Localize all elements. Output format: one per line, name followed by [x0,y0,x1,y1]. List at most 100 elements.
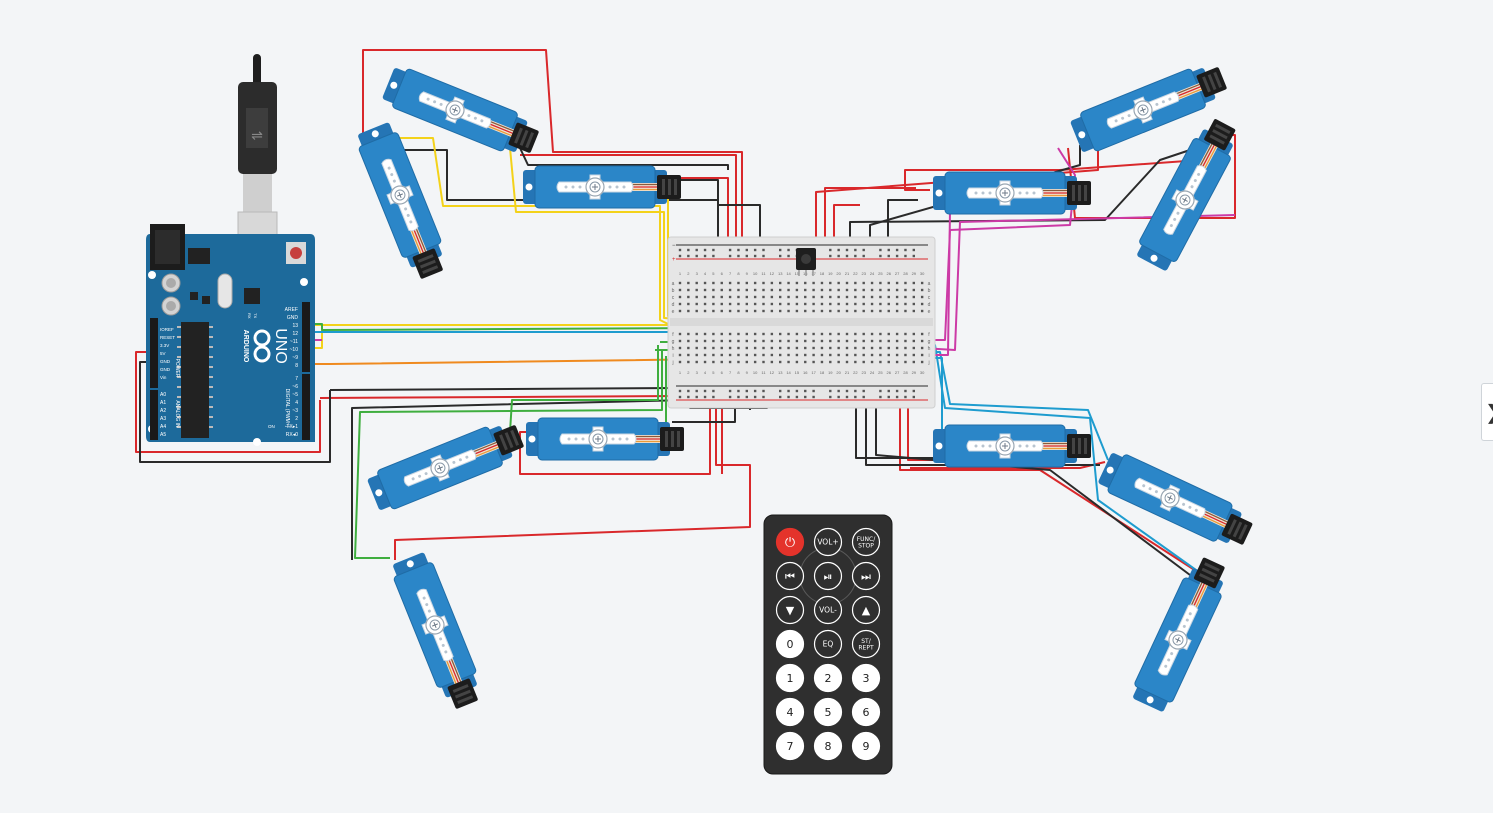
breadboard-hole [845,353,849,357]
wire-red[interactable] [899,396,1211,581]
wire-red[interactable] [824,187,916,245]
servo-motor[interactable] [933,424,1091,468]
servo-motor[interactable] [1096,449,1257,554]
wire-green[interactable] [354,350,663,559]
servo-motor[interactable] [523,165,681,209]
breadboard-column-label: 6 [721,271,724,276]
wire-black[interactable] [380,149,719,245]
prev-button[interactable]: ⏮ [775,561,805,591]
breadboard-hole [804,302,807,306]
servo-motor[interactable] [380,64,542,162]
arduino-uno[interactable]: ⇌ [146,54,315,446]
wire-black[interactable] [887,199,918,245]
breadboard-hole [762,281,765,285]
breadboard-hole [829,332,832,336]
wire-red[interactable] [662,177,729,245]
breadboard-hole [845,302,849,306]
breadboard-hole [703,281,707,285]
servo-motor[interactable] [933,171,1091,215]
digit-7-button[interactable]: 7 [775,731,805,761]
breadboard-hole [912,395,915,399]
wire-black[interactable] [139,361,331,463]
wire-red[interactable] [319,395,681,399]
breadboard-hole [737,353,740,357]
servo-motor[interactable] [389,550,487,712]
wire-red[interactable] [520,154,737,245]
rail-plus-top: + [672,257,676,263]
digit-6-button-label: 6 [863,706,870,719]
vol-up-button[interactable]: VOL+ [813,527,843,557]
wire-red[interactable] [833,204,860,245]
breadboard-hole [728,248,732,252]
servo-motor[interactable] [1068,58,1230,156]
breadboard-hole [703,353,707,357]
side-panel-toggle[interactable]: ❯ [1481,383,1493,441]
wire-black[interactable] [329,387,681,391]
wire-black[interactable] [351,399,691,560]
up-button[interactable]: ▲ [851,595,881,625]
breadboard-hole [879,353,882,357]
breadboard-column-label: 24 [870,370,875,375]
digit-2-button[interactable]: 2 [813,663,843,693]
breadboard-hole [687,295,690,299]
wire-red[interactable] [394,396,751,560]
wire-black[interactable] [670,179,761,245]
servo-motor[interactable] [354,120,452,282]
breadboard-row-label: d [672,302,675,308]
breadboard[interactable]: − + 112233445566778899101011111212131314… [667,236,936,409]
breadboard-hole [728,309,732,313]
digit-4-button[interactable]: 4 [775,697,805,727]
digit-9-button-label: 9 [863,740,870,753]
breadboard-hole [720,346,723,350]
down-button[interactable]: ▼ [775,595,805,625]
ir-remote[interactable]: ⏻ VOL+ FUNC/STOP ⏮ ⏯ ⏭ ▼ VOL- ▲ 0 EQ ST/REPT 1 2 3 4 5 6 7… [763,514,893,775]
digital-pin-label: ~9 [292,355,298,361]
vol-down-button[interactable]: VOL- [813,595,843,625]
power-pin-label: RESET [160,335,175,340]
breadboard-hole [845,332,849,336]
breadboard-hole [862,248,865,252]
breadboard-hole [745,346,748,350]
ir-receiver[interactable] [796,248,816,276]
servo-motor[interactable] [1133,114,1244,273]
servo-motor[interactable] [1129,553,1234,714]
breadboard-hole [762,339,765,343]
wire-red[interactable] [135,351,321,453]
wire-magenta[interactable] [905,147,1076,341]
func-stop-button[interactable]: FUNC/STOP [851,527,881,557]
breadboard-hole [787,346,790,350]
breadboard-hole [862,395,865,399]
digit-8-button[interactable]: 8 [813,731,843,761]
breadboard-hole [920,295,924,299]
breadboard-hole [703,288,707,292]
wire-black[interactable] [519,147,729,170]
servo-motor[interactable] [365,416,527,514]
power-button[interactable]: ⏻ [775,527,805,557]
digit-9-button[interactable]: 9 [851,731,881,761]
breadboard-hole [712,309,715,313]
digit-3-button[interactable]: 3 [851,663,881,693]
digit-1-button[interactable]: 1 [775,663,805,693]
servo-motor[interactable] [526,417,684,461]
st-rept-button[interactable]: ST/REPT [851,629,881,659]
breadboard-row-label: i [928,353,929,359]
wire-cyan[interactable] [304,331,713,349]
wire-red[interactable] [362,49,743,245]
next-button[interactable]: ⏭ [851,561,881,591]
breadboard-hole [879,295,882,299]
breadboard-hole [779,346,782,350]
breadboard-column-label: 6 [721,370,724,375]
play-pause-button[interactable]: ⏯ [813,561,843,591]
wire-red[interactable] [519,396,711,475]
wire-black[interactable] [849,139,1221,245]
eq-button-label: EQ [823,640,834,649]
breadboard-hole [904,353,907,357]
digit-0-button[interactable]: 0 [775,629,805,659]
eq-button[interactable]: EQ [813,629,843,659]
breadboard-hole [837,346,840,350]
digit-5-button[interactable]: 5 [813,697,843,727]
breadboard-hole [720,360,723,364]
wire-green[interactable] [509,345,659,433]
digit-6-button[interactable]: 6 [851,697,881,727]
breadboard-hole [895,295,899,299]
